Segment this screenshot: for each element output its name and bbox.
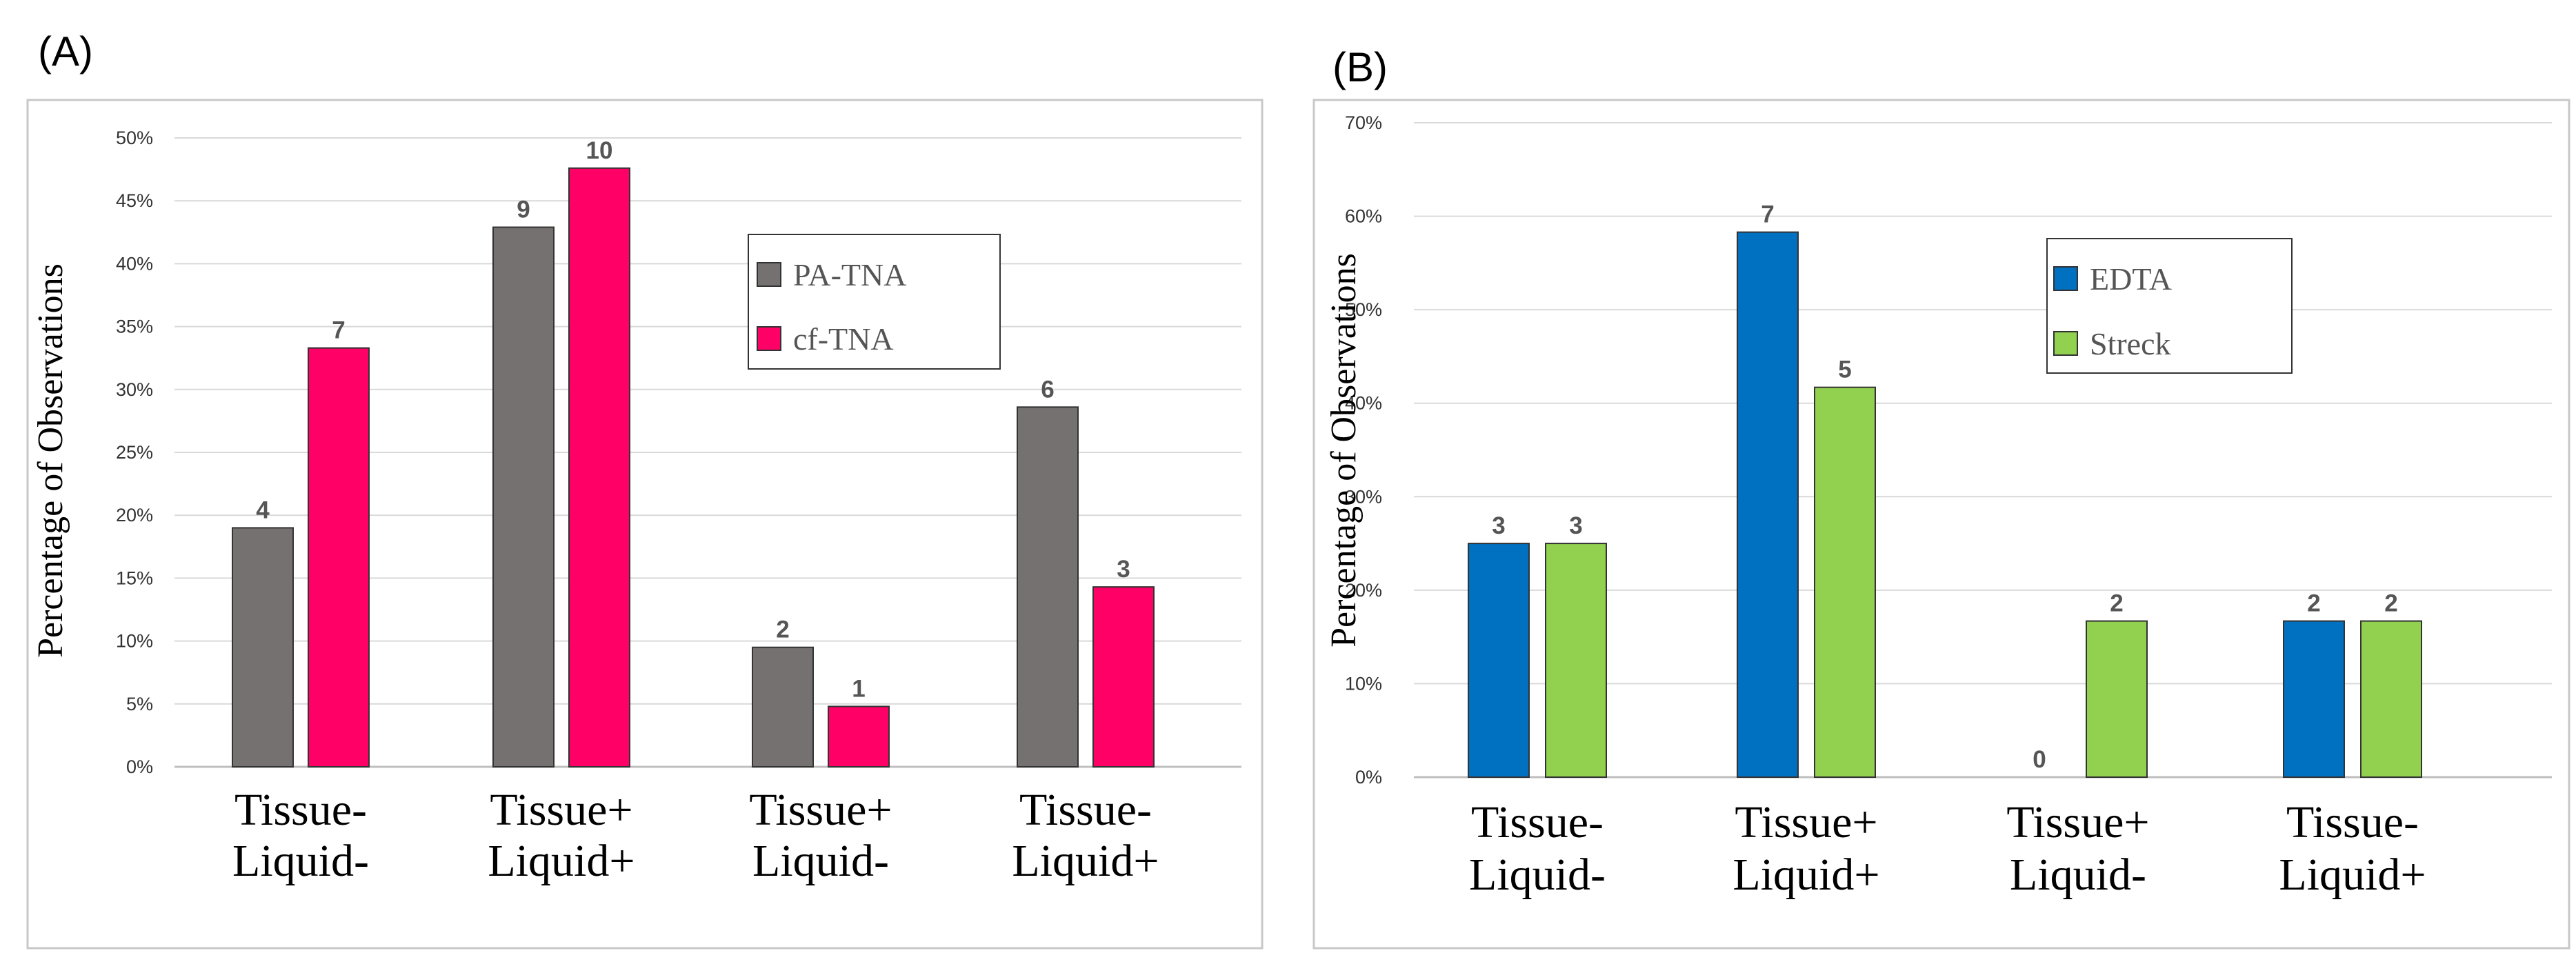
legend-swatch <box>757 326 781 351</box>
y-tick-label: 0% <box>126 756 153 777</box>
category-label-line1: Tissue- <box>1019 785 1152 835</box>
panel-a-label: (A) <box>38 28 93 74</box>
bar <box>1814 386 1876 778</box>
bar <box>828 705 890 768</box>
data-label: 0 <box>2033 746 2046 773</box>
y-tick-label: 50% <box>116 128 153 148</box>
category-label-line2: Liquid+ <box>2279 850 2426 900</box>
category-label-line1: Tissue+ <box>2006 797 2149 847</box>
category-label-line1: Tissue+ <box>490 785 632 835</box>
category-label-line1: Tissue+ <box>749 785 892 835</box>
category-label-line2: Liquid+ <box>1733 850 1879 900</box>
legend-swatch <box>2053 266 2078 291</box>
y-tick-label: 5% <box>126 694 153 714</box>
category-label-line2: Liquid- <box>752 836 889 886</box>
category-label-line2: Liquid+ <box>1012 836 1159 886</box>
y-tick-label: 10% <box>116 631 153 652</box>
data-label: 4 <box>256 496 270 523</box>
bar <box>752 646 814 768</box>
panel-b-frame <box>1312 99 2570 950</box>
bar <box>1737 231 1799 778</box>
data-label: 2 <box>776 616 789 643</box>
y-tick-label: 40% <box>1345 393 1382 414</box>
bar <box>1092 586 1155 768</box>
y-tick-label: 10% <box>1345 673 1382 694</box>
y-tick-label: 25% <box>116 442 153 463</box>
y-tick-label: 20% <box>116 505 153 525</box>
y-tick-label: 30% <box>1345 486 1382 507</box>
legend-box <box>748 234 1001 370</box>
data-label: 3 <box>1569 512 1582 539</box>
y-tick-label: 70% <box>1345 112 1382 133</box>
data-label: 7 <box>1761 201 1774 228</box>
data-label: 5 <box>1838 357 1851 383</box>
legend-label: EDTA <box>2090 261 2172 297</box>
y-tick-label: 20% <box>1345 580 1382 601</box>
panel-b-label: (B) <box>1332 44 1388 90</box>
bar <box>2086 620 2148 778</box>
data-label: 2 <box>2307 590 2320 617</box>
data-label: 9 <box>517 197 530 223</box>
bar <box>308 347 370 768</box>
category-label-line2: Liquid+ <box>488 836 635 886</box>
bar <box>2360 620 2422 778</box>
y-tick-label: 30% <box>116 379 153 400</box>
legend-label: PA-TNA <box>793 257 906 292</box>
data-label: 3 <box>1492 512 1505 539</box>
category-label-line2: Liquid- <box>2010 850 2146 900</box>
bar <box>1468 543 1530 778</box>
bar <box>1017 406 1079 768</box>
y-tick-label: 60% <box>1345 206 1382 227</box>
chart-a: 0%5%10%15%20%25%30%35%40%45%50%492671013… <box>31 128 1241 886</box>
data-label: 3 <box>1117 556 1130 583</box>
bar <box>232 527 294 768</box>
legend-label: Streck <box>2090 326 2171 361</box>
y-tick-label: 0% <box>1355 767 1382 788</box>
bar <box>1545 543 1607 778</box>
legend-swatch <box>2053 331 2078 356</box>
bar <box>568 167 630 768</box>
data-label: 2 <box>2110 590 2123 617</box>
y-tick-label: 35% <box>116 317 153 337</box>
category-label-line2: Liquid- <box>232 836 369 886</box>
category-label-line1: Tissue- <box>234 785 367 835</box>
bar <box>492 226 555 768</box>
category-label-line2: Liquid- <box>1469 850 1606 900</box>
y-tick-label: 50% <box>1345 299 1382 320</box>
y-axis-title: Percentage of Observations <box>31 263 70 658</box>
y-axis-title: Percentage of Observations <box>1324 253 1364 648</box>
data-label: 1 <box>852 675 865 702</box>
category-label-line1: Tissue+ <box>1735 797 1877 847</box>
category-label-line1: Tissue- <box>2286 797 2419 847</box>
data-label: 7 <box>332 317 345 344</box>
legend-label: cf-TNA <box>793 321 894 357</box>
y-tick-label: 15% <box>116 568 153 588</box>
data-label: 6 <box>1041 376 1054 403</box>
data-label: 10 <box>586 137 613 164</box>
bar <box>2283 620 2345 778</box>
data-label: 2 <box>2384 590 2397 617</box>
y-tick-label: 40% <box>116 253 153 274</box>
category-label-line1: Tissue- <box>1471 797 1604 847</box>
legend-box <box>2046 238 2293 374</box>
y-tick-label: 45% <box>116 190 153 211</box>
legend-swatch <box>757 262 781 287</box>
